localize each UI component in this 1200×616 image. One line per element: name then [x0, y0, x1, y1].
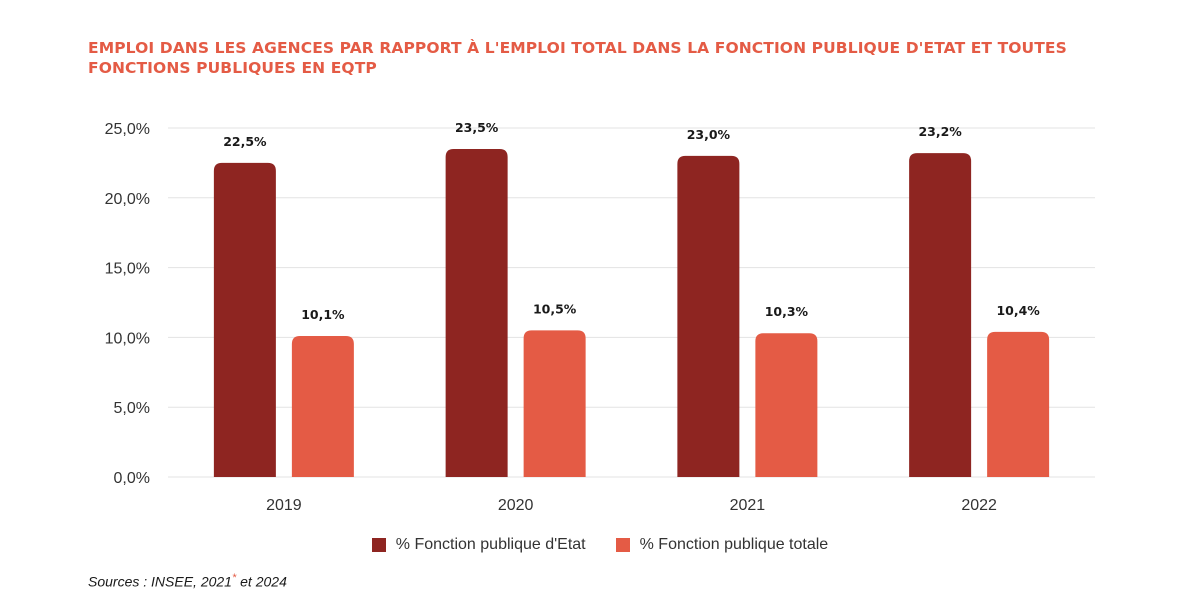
- x-tick-label: 2021: [730, 497, 766, 514]
- source-text: Sources : INSEE, 2021: [88, 573, 232, 590]
- legend-item-etat: % Fonction publique d'Etat: [371, 536, 586, 554]
- legend-label-etat: % Fonction publique d'Etat: [395, 536, 586, 553]
- data-label-etat-2020: 23,5%: [455, 120, 499, 135]
- legend-swatch-etat: [371, 538, 386, 552]
- bar-etat-2022: [909, 153, 972, 478]
- y-tick-label: 20,0%: [105, 191, 150, 208]
- source-suffix: et 2024: [236, 573, 287, 590]
- data-label-totale-2022: 10,4%: [996, 303, 1040, 318]
- y-tick-label: 25,0%: [105, 121, 150, 138]
- data-label-etat-2022: 23,2%: [918, 124, 962, 139]
- y-tick-label: 5,0%: [114, 400, 150, 417]
- data-label-etat-2019: 22,5%: [223, 134, 267, 149]
- bar-etat-2020: [445, 148, 508, 477]
- bar-etat-2019: [213, 162, 276, 477]
- x-tick-label: 2022: [961, 497, 997, 514]
- bar-etat-2021: [677, 155, 740, 478]
- bar-totale-2022: [987, 331, 1050, 477]
- source-footnote-star: *: [231, 572, 237, 584]
- bars: [213, 148, 1050, 478]
- bar-totale-2020: [523, 330, 586, 477]
- x-axis-tick-labels: 2019 2020 2021 2022: [266, 497, 997, 514]
- y-tick-label: 0,0%: [114, 470, 150, 487]
- y-axis-tick-labels: 0,0% 5,0% 10,0% 15,0% 20,0% 25,0%: [105, 121, 150, 487]
- source-note: Sources : INSEE, 2021* et 2024: [88, 572, 287, 590]
- x-tick-label: 2019: [266, 497, 302, 514]
- y-tick-label: 15,0%: [105, 261, 150, 278]
- chart-title: EMPLOI DANS LES AGENCES PAR RAPPORT À L'…: [88, 39, 1067, 77]
- bar-totale-2021: [755, 333, 818, 477]
- legend-swatch-totale: [615, 538, 630, 552]
- legend: % Fonction publique d'Etat % Fonction pu…: [0, 536, 1200, 554]
- bar-totale-2019: [291, 336, 354, 477]
- y-tick-label: 10,0%: [105, 330, 150, 347]
- data-label-totale-2019: 10,1%: [301, 307, 345, 322]
- data-labels: 22,5% 10,1% 23,5% 10,5% 23,0% 10,3% 23,2% 10,4%: [223, 120, 1040, 322]
- data-label-totale-2021: 10,3%: [765, 304, 809, 319]
- legend-label-totale: % Fonction publique totale: [639, 536, 829, 553]
- legend-item-totale: % Fonction publique totale: [615, 536, 829, 554]
- data-label-totale-2020: 10,5%: [533, 301, 577, 316]
- x-tick-label: 2020: [498, 497, 534, 514]
- data-label-etat-2021: 23,0%: [687, 127, 731, 142]
